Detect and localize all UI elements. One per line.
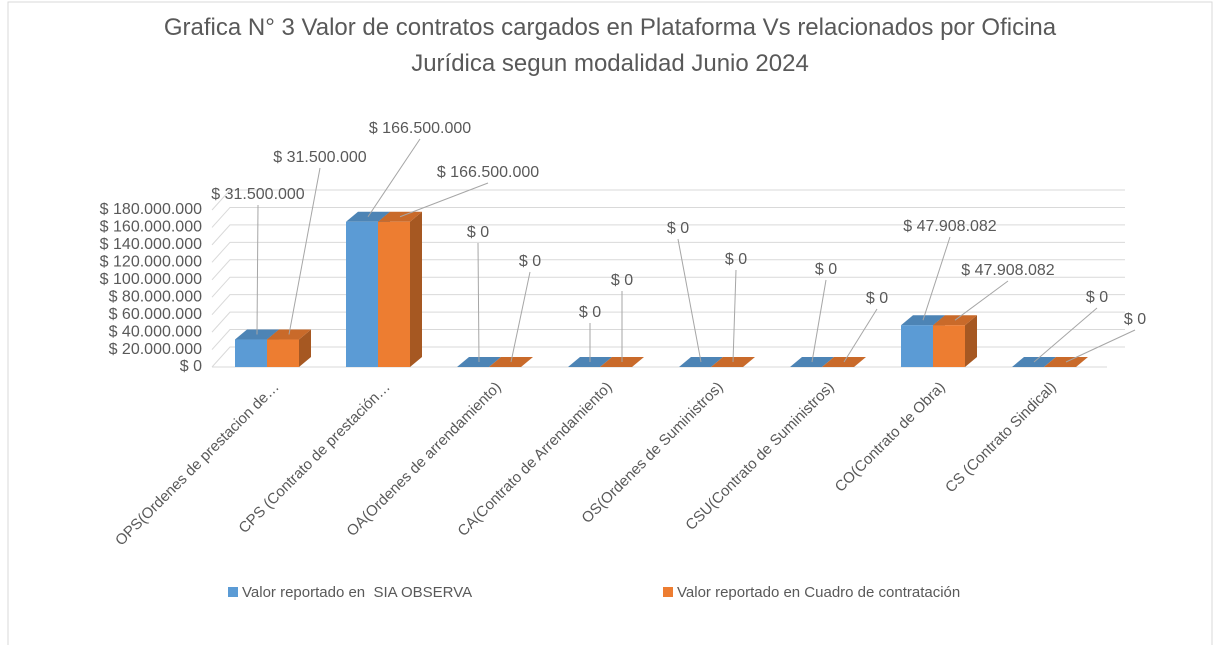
legend-swatch: [663, 587, 673, 597]
y-tick-label: $ 160.000.000: [100, 219, 202, 236]
legend-label: Valor reportado en SIA OBSERVA: [242, 584, 472, 601]
data-label: $ 0: [815, 261, 837, 278]
grid-line: [211, 189, 1125, 211]
leader-line: [732, 269, 737, 363]
bar-front: [267, 339, 299, 367]
data-label: $ 0: [579, 304, 601, 321]
leader-line: [954, 280, 1009, 321]
leader-line: [477, 242, 480, 363]
chart-title: Grafica N° 3 Valor de contratos cargados…: [163, 14, 1057, 77]
data-label: $ 0: [866, 290, 888, 307]
data-label: $ 166.500.000: [437, 164, 539, 181]
leader-line: [843, 308, 878, 363]
leader-line: [367, 138, 421, 218]
leader-line: [399, 182, 489, 218]
data-label: $ 0: [519, 253, 541, 270]
bar-side: [410, 211, 422, 367]
leader-line: [288, 167, 321, 335]
leader-line: [1065, 329, 1136, 363]
grid-line: [211, 276, 1125, 298]
data-label: $ 31.500.000: [211, 186, 305, 203]
grid-line: [211, 241, 1125, 263]
bar: [267, 329, 311, 367]
y-tick-label: $ 60.000.000: [109, 306, 203, 323]
data-label: $ 47.908.082: [903, 218, 997, 235]
y-tick-label: $ 40.000.000: [109, 323, 203, 340]
leader-line: [677, 238, 702, 363]
bar-front: [901, 325, 933, 367]
data-label: $ 47.908.082: [961, 262, 1055, 279]
legend-label: Valor reportado en Cuadro de contratació…: [677, 584, 960, 601]
data-label: $ 0: [667, 220, 689, 237]
y-tick-label: $ 20.000.000: [109, 341, 203, 358]
y-tick-label: $ 180.000.000: [100, 201, 202, 218]
grid-line: [211, 346, 1125, 368]
grid-line: [211, 259, 1125, 281]
y-tick-label: $ 0: [180, 358, 202, 375]
legend-swatch: [228, 587, 238, 597]
data-label: $ 0: [725, 251, 747, 268]
grid-line: [211, 329, 1125, 350]
leader-line: [510, 271, 531, 363]
bar-front: [933, 325, 965, 367]
bar-front: [378, 221, 410, 367]
bar: [933, 315, 977, 367]
bar-side: [965, 315, 977, 367]
grid-line: [211, 224, 1125, 246]
data-label: $ 166.500.000: [369, 120, 471, 137]
leader-line: [922, 236, 951, 321]
leader-line: [811, 279, 827, 363]
x-tick-label: CS (Contrato Sindical): [942, 379, 1060, 497]
bar-front: [346, 221, 378, 367]
data-label: $ 0: [1124, 311, 1146, 328]
y-tick-label: $ 100.000.000: [100, 271, 202, 288]
leader-line: [1033, 307, 1098, 363]
grid-line: [211, 311, 1125, 333]
data-label: $ 0: [1086, 289, 1108, 306]
chart-border: [7, 1, 1213, 645]
grid-line: [211, 206, 1125, 228]
x-tick-label: CO(Contrato de Obra): [832, 379, 949, 496]
grid-line: [211, 294, 1125, 316]
bar-side: [299, 329, 311, 367]
y-tick-label: $ 140.000.000: [100, 236, 202, 253]
data-label: $ 0: [611, 272, 633, 289]
bar-front: [235, 339, 267, 367]
y-tick-label: $ 80.000.000: [109, 288, 203, 305]
data-label: $ 0: [467, 224, 489, 241]
y-tick-label: $ 120.000.000: [100, 254, 202, 271]
leader-line: [256, 204, 259, 335]
bar: [378, 211, 422, 367]
data-label: $ 31.500.000: [273, 149, 367, 166]
